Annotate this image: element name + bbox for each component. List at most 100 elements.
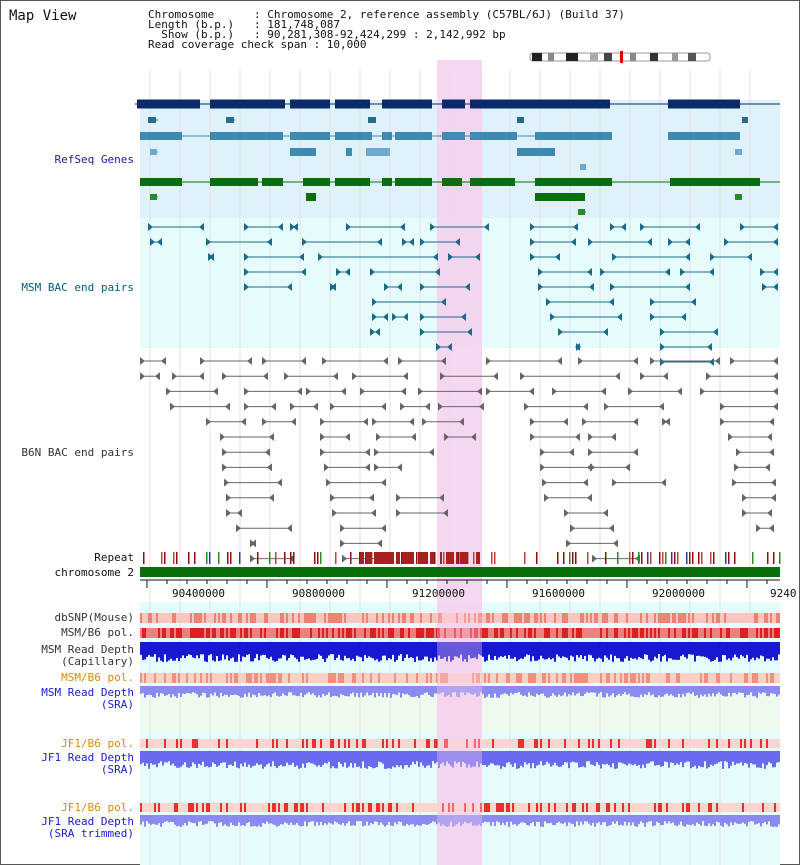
polymorphism-cell [156,673,158,683]
polymorphism-cell [496,613,498,623]
polymorphism-cell [768,628,770,638]
b6n-bac-pair-end [287,524,292,533]
polymorphism-cell [258,613,260,623]
msm-sra-depth-bar [436,686,438,694]
polymorphism-cell [404,628,406,638]
jf1-sra-depth-bar [404,751,406,766]
polymorphism-cell [216,803,218,812]
msm-sra-depth-bar [678,686,680,694]
jf1-trimmed-depth-bar [192,815,194,823]
jf1-sra-depth-bar [716,751,718,764]
polymorphism-cell [288,628,290,638]
jf1-trimmed-depth-bar [476,815,478,826]
polymorphism-cell [338,739,340,748]
msm-sra-depth-bar [570,686,572,696]
polymorphism-cell [586,613,588,623]
polymorphism-cell [722,739,724,748]
jf1-trimmed-depth-bar [600,815,602,825]
jf1-sra-depth-bar [588,751,590,762]
jf1-sra-depth-bar [242,751,244,767]
track-label-msm-depth-sra[interactable]: MSM Read Depth [41,686,134,699]
polymorphism-cell [488,613,490,623]
track-label-jf1-depth-trimmed[interactable]: JF1 Read Depth [41,815,134,828]
b6n-bac-pair-end [403,372,408,381]
polymorphism-cell [538,739,540,748]
polymorphism-cell [298,613,300,623]
msm-read-depth-bar [650,642,652,662]
polymorphism-cell [650,628,652,638]
track-label-msm-depth-capillary[interactable]: MSM Read Depth [41,643,134,656]
msm-bac-pair-end [707,343,712,351]
msm-read-depth-bar [506,642,508,659]
polymorphism-cell [288,673,290,683]
track-label-dbsnp[interactable]: dbSNP(Mouse) [54,611,134,624]
msm-read-depth-bar [302,642,304,657]
polymorphism-cell [222,628,224,638]
jf1-sra-depth-bar [530,751,532,769]
msm-sra-depth-bar [324,686,326,696]
track-label-jf1-b6-pol-2[interactable]: JF1/B6 pol. [61,801,134,814]
jf1-trimmed-depth-bar [432,815,434,822]
polymorphism-cell [176,739,178,748]
polymorphism-cell [658,628,660,638]
polymorphism-cell [630,613,632,623]
jf1-trimmed-depth-bar [480,815,482,827]
track-label-jf1-depth-sra[interactable]: JF1 Read Depth [41,751,134,764]
msm-read-depth-bar [530,642,532,662]
track-label-repeat[interactable]: Repeat [94,551,134,564]
polymorphism-cell [258,803,260,812]
msm-read-depth-bar [460,642,462,655]
msm-read-depth-bar [346,642,348,659]
polymorphism-cell [208,673,210,683]
jf1-trimmed-depth-bar [730,815,732,823]
b6n-bac-pair-end [663,372,668,381]
msm-sra-depth-bar [454,686,456,693]
track-label-b6n-bac[interactable]: B6N BAC end pairs [21,446,134,459]
msm-sra-depth-bar [698,686,700,698]
jf1-sra-depth-bar [524,751,526,763]
msm-read-depth-bar [358,642,360,657]
jf1-sra-depth-bar [722,751,724,769]
jf1-sra-depth-bar [470,751,472,768]
polymorphism-cell [498,613,500,623]
polymorphism-cell [662,803,664,812]
track-label-refseq[interactable]: RefSeq Genes [54,153,134,166]
jf1-sra-depth-bar [388,751,390,769]
jf1-trimmed-depth-bar [144,815,146,827]
repeat-feature [368,552,370,564]
polymorphism-cell [564,628,566,638]
repeat-feature [426,552,428,564]
polymorphism-cell [456,628,458,638]
polymorphism-cell [540,628,542,638]
msm-read-depth-bar [208,642,210,656]
polymorphism-cell [256,613,258,623]
msm-sra-depth-bar [292,686,294,696]
jf1-sra-depth-bar [300,751,302,768]
polymorphism-cell [746,628,748,638]
polymorphism-cell [612,673,614,683]
msm-sra-depth-bar [352,686,354,693]
jf1-trimmed-depth-bar [732,815,734,826]
polymorphism-cell [656,613,658,623]
msm-sra-depth-bar [560,686,562,697]
repeat-feature [674,552,676,564]
polymorphism-cell [458,673,460,683]
polymorphism-cell [342,628,344,638]
msm-read-depth-bar [528,642,530,655]
polymorphism-cell [608,739,610,748]
track-label-msm-b6-pol[interactable]: MSM/B6 pol. [61,626,134,639]
jf1-trimmed-depth-bar [294,815,296,825]
polymorphism-cell [470,628,472,638]
polymorphism-cell [208,739,210,748]
msm-bac-pair-end [665,268,670,276]
track-label-msm-b6-pol-2[interactable]: MSM/B6 pol. [61,671,134,684]
msm-sra-depth-bar [418,686,420,698]
polymorphism-cell [716,673,718,683]
track-label-msm-bac[interactable]: MSM BAC end pairs [21,281,134,294]
jf1-trimmed-depth-bar [326,815,328,825]
track-label-jf1-b6-pol[interactable]: JF1/B6 pol. [61,737,134,750]
polymorphism-cell [374,613,376,623]
repeat-feature [713,552,715,564]
polymorphism-cell [140,673,142,683]
